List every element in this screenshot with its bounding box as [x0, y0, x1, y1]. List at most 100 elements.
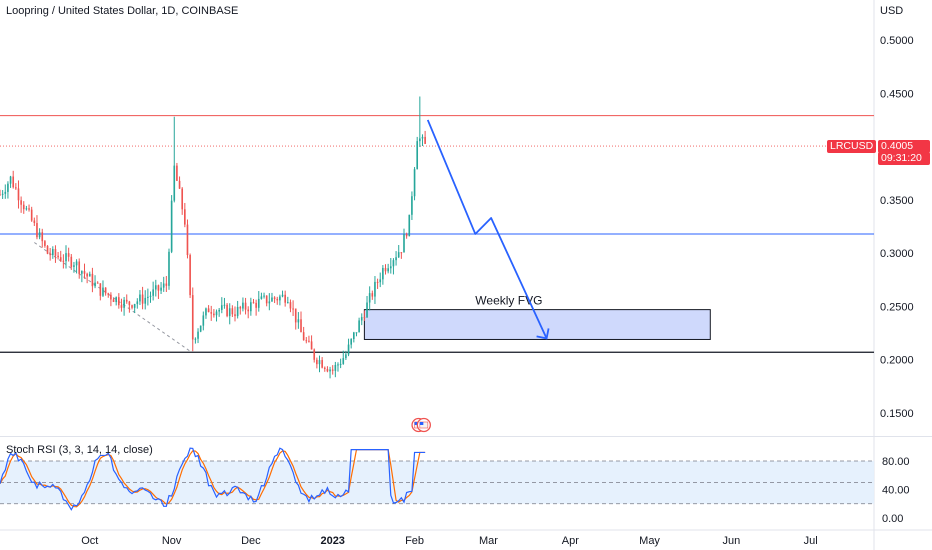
- candle-body: [149, 295, 152, 297]
- price-tick-label: 0.2000: [880, 355, 914, 367]
- candle-body: [125, 299, 128, 302]
- last-price-badge: 0.4005: [878, 140, 930, 153]
- candle-body: [49, 253, 51, 256]
- candle-body: [419, 138, 421, 142]
- time-axis-label: Oct: [81, 535, 98, 547]
- candle-body: [289, 302, 292, 309]
- candle-body: [184, 209, 186, 225]
- candle-body: [1, 193, 4, 195]
- candle-body: [96, 282, 99, 284]
- candle-body: [133, 304, 136, 308]
- candle-body: [57, 255, 59, 258]
- candle-body: [395, 257, 397, 261]
- candle-body: [4, 191, 7, 194]
- candle-body: [305, 340, 308, 342]
- fvg-box[interactable]: [363, 309, 711, 340]
- candle-body: [421, 136, 424, 139]
- candle-body: [210, 312, 213, 314]
- candle-body: [286, 302, 289, 304]
- candle-body: [41, 232, 44, 242]
- candle-body: [165, 283, 168, 286]
- candles-group: [0, 96, 426, 379]
- candle-body: [223, 304, 226, 306]
- price-tick-label: 0.5000: [880, 35, 914, 47]
- candle-body: [199, 325, 202, 332]
- candle-body: [75, 261, 78, 266]
- candle-body: [226, 304, 228, 317]
- candle-body: [228, 308, 231, 317]
- candle-body: [326, 368, 329, 372]
- candle-body: [363, 317, 366, 319]
- candle-body: [236, 306, 239, 317]
- candle-body: [368, 293, 371, 303]
- candle-body: [231, 308, 234, 315]
- candle-body: [157, 285, 160, 291]
- candle-body: [358, 320, 360, 333]
- time-axis-label: Nov: [162, 535, 182, 547]
- candle-body: [244, 302, 247, 310]
- candle-body: [173, 165, 176, 201]
- candle-body: [424, 136, 426, 144]
- candle-body: [321, 360, 323, 368]
- time-axis-label: Jun: [723, 535, 741, 547]
- candle-body: [91, 273, 94, 287]
- candle-body: [181, 188, 184, 210]
- candle-body: [257, 298, 260, 308]
- candle-body: [411, 196, 413, 215]
- candle-body: [28, 208, 30, 210]
- candle-body: [123, 299, 125, 308]
- candle-body: [154, 285, 157, 290]
- candle-body: [387, 268, 389, 272]
- bar-countdown-badge: 09:31:20: [878, 152, 930, 165]
- candle-body: [112, 299, 115, 303]
- candle-body: [284, 294, 286, 303]
- candle-body: [36, 223, 38, 238]
- fvg-label: Weekly FVG: [475, 293, 542, 307]
- candle-body: [265, 295, 268, 304]
- candle-body: [268, 301, 271, 304]
- indicator-title: Stoch RSI (3, 3, 14, 14, close): [6, 444, 153, 456]
- candle-body: [168, 251, 170, 286]
- candle-body: [67, 253, 70, 257]
- price-tick-label: 0.2500: [880, 301, 914, 313]
- candle-body: [7, 183, 9, 192]
- candle-body: [38, 232, 41, 238]
- candle-body: [22, 204, 25, 210]
- candle-body: [205, 308, 207, 316]
- candle-body: [102, 287, 104, 296]
- candle-body: [329, 369, 331, 372]
- candle-body: [392, 260, 395, 267]
- candle-body: [86, 273, 88, 277]
- candle-body: [247, 309, 250, 312]
- candle-body: [70, 256, 73, 267]
- candle-body: [220, 305, 223, 310]
- candle-body: [15, 187, 17, 189]
- candle-body: [403, 234, 405, 253]
- stoch-tick-label: 0.00: [882, 513, 903, 525]
- candle-body: [191, 295, 194, 340]
- candle-body: [17, 188, 20, 201]
- candle-body: [30, 209, 33, 221]
- price-tick-label: 0.4500: [880, 88, 914, 100]
- flag-canton: [419, 422, 424, 425]
- candle-body: [59, 257, 62, 261]
- projection-arrow[interactable]: [426, 119, 548, 339]
- stoch-tick-label: 80.00: [882, 456, 910, 468]
- candle-body: [234, 314, 236, 317]
- candle-body: [115, 297, 117, 303]
- stoch-d-line: [0, 449, 426, 508]
- candle-body: [160, 287, 162, 291]
- candle-body: [360, 317, 363, 321]
- candle-body: [0, 194, 1, 196]
- candle-body: [62, 260, 65, 262]
- candle-body: [252, 302, 255, 304]
- candle-body: [139, 294, 141, 302]
- candle-body: [376, 281, 379, 283]
- candle-body: [178, 180, 181, 189]
- candle-body: [292, 308, 294, 310]
- candle-body: [350, 339, 353, 345]
- price-tick-label: 0.3500: [880, 195, 914, 207]
- candle-body: [318, 360, 321, 365]
- candle-body: [353, 332, 355, 340]
